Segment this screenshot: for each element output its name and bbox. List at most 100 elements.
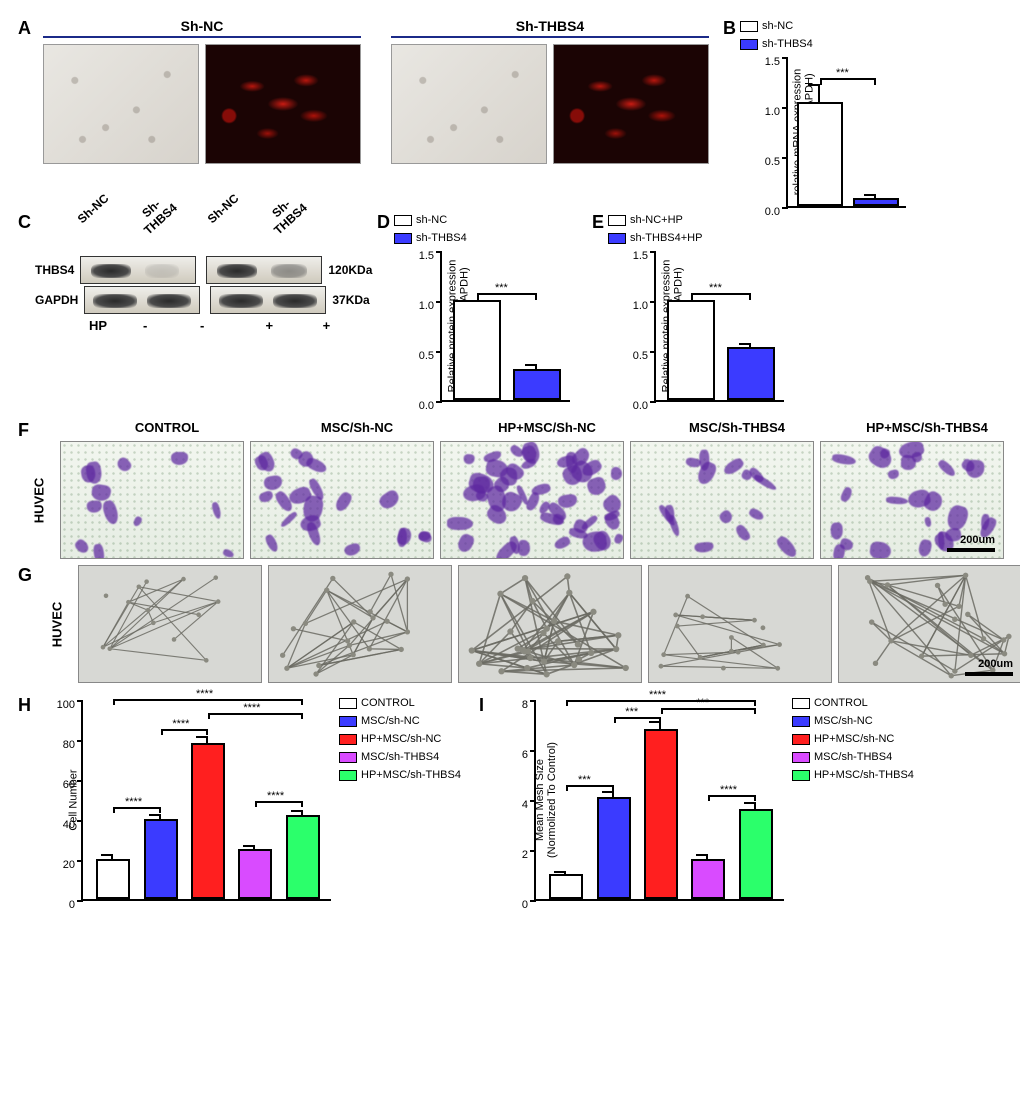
bar xyxy=(191,743,225,899)
panel-letter-I: I xyxy=(479,695,484,901)
significance-label: **** xyxy=(649,689,666,701)
western-blot xyxy=(206,256,322,284)
western-blot xyxy=(210,286,326,314)
panelA-group-0: Sh-NC xyxy=(43,18,361,164)
bar xyxy=(797,102,843,206)
bar xyxy=(96,859,130,899)
panel-letter-C: C xyxy=(18,212,31,333)
legend-item: CONTROL xyxy=(339,695,461,711)
legend-item: sh-THBS4 xyxy=(394,230,570,246)
panel-B: sh-NCsh-THBS40.00.51.01.5relative mRNA e… xyxy=(740,18,906,208)
panel-letter-H: H xyxy=(18,695,31,901)
significance-label: *** xyxy=(578,774,591,786)
panel-G-sidelabel: HUVEC xyxy=(50,601,65,647)
fluorescence-image xyxy=(205,44,361,164)
column-label: HP+MSC/Sh-THBS4 xyxy=(835,420,1019,437)
ytick-label: 0.5 xyxy=(419,350,442,362)
bar xyxy=(513,369,561,400)
panel-letter-G: G xyxy=(18,565,32,683)
significance-label: *** xyxy=(709,282,722,294)
legend-item: MSC/sh-NC xyxy=(792,713,914,729)
significance-label: *** xyxy=(625,706,638,718)
ytick-label: 100 xyxy=(57,699,83,711)
hp-value: - xyxy=(174,318,231,333)
significance-label: **** xyxy=(196,688,213,700)
legend-item: HP+MSC/sh-THBS4 xyxy=(792,767,914,783)
migration-image: 200um xyxy=(820,441,1004,559)
tube-formation-image xyxy=(458,565,642,683)
panel-letter-A: A xyxy=(18,18,31,180)
legend-item: HP+MSC/sh-NC xyxy=(792,731,914,747)
ytick-label: 0.0 xyxy=(765,206,788,218)
legend-item: sh-THBS4 xyxy=(740,36,906,52)
panel-I: 02468Mean Mesh Size(Normolized To Contro… xyxy=(488,695,914,901)
panel-D: sh-NCsh-THBS40.00.51.01.5Relative protei… xyxy=(394,212,570,402)
legend-item: sh-NC xyxy=(740,18,906,34)
legend-item: sh-THBS4+HP xyxy=(608,230,784,246)
panelA-group-label: Sh-NC xyxy=(181,18,224,34)
chart-legend: sh-NC sh-THBS4 xyxy=(394,212,570,246)
y-axis-label: Cell Number xyxy=(68,769,80,830)
western-blot xyxy=(80,256,196,284)
panel-letter-D: D xyxy=(377,212,390,402)
ytick-label: 8 xyxy=(522,699,536,711)
panel-A: Sh-NCSh-THBS4 xyxy=(35,18,709,164)
legend-item: MSC/sh-NC xyxy=(339,713,461,729)
brightfield-image xyxy=(391,44,547,164)
bar xyxy=(691,859,725,899)
ytick-label: 1.5 xyxy=(765,56,788,68)
wb-protein-name: GAPDH xyxy=(35,293,84,307)
chart-legend: sh-NC+HP sh-THBS4+HP xyxy=(608,212,784,246)
legend-item: MSC/sh-THBS4 xyxy=(792,749,914,765)
ytick-label: 1.5 xyxy=(633,250,656,262)
ytick-label: 0 xyxy=(522,899,536,911)
hp-value: + xyxy=(298,318,355,333)
tube-formation-image: 200um xyxy=(838,565,1020,683)
chart-legend: sh-NC sh-THBS4 xyxy=(740,18,906,52)
fluorescence-image xyxy=(553,44,709,164)
bar xyxy=(286,815,320,899)
hp-value: - xyxy=(117,318,174,333)
bar xyxy=(727,347,775,400)
ytick-label: 1.0 xyxy=(633,300,656,312)
migration-image xyxy=(630,441,814,559)
ytick-label: 0 xyxy=(69,899,83,911)
tube-formation-image xyxy=(648,565,832,683)
bar xyxy=(238,849,272,899)
panel-letter-F: F xyxy=(18,420,29,441)
ytick-label: 80 xyxy=(63,739,83,751)
ytick-label: 0.5 xyxy=(633,350,656,362)
tube-formation-image xyxy=(78,565,262,683)
bar xyxy=(853,198,899,206)
legend-item: HP+MSC/sh-THBS4 xyxy=(339,767,461,783)
ytick-label: 1.0 xyxy=(765,106,788,118)
significance-label: *** xyxy=(836,67,849,79)
migration-image xyxy=(60,441,244,559)
panel-E: sh-NC+HPsh-THBS4+HP0.00.51.01.5Relative … xyxy=(608,212,784,402)
bar xyxy=(739,809,773,899)
tube-formation-image xyxy=(268,565,452,683)
bar xyxy=(644,729,678,899)
ytick-label: 0.5 xyxy=(765,156,788,168)
legend-item: CONTROL xyxy=(792,695,914,711)
hp-label: HP xyxy=(89,318,117,333)
hp-value: + xyxy=(241,318,298,333)
western-blot xyxy=(84,286,200,314)
ytick-label: 1.0 xyxy=(419,300,442,312)
significance-label: **** xyxy=(720,784,737,796)
panel-H: 020406080100Cell Number*****************… xyxy=(35,695,461,901)
migration-image xyxy=(250,441,434,559)
scalebar-label: 200um xyxy=(960,534,995,546)
scalebar-label: 200um xyxy=(978,658,1013,670)
legend-item: sh-NC xyxy=(394,212,570,228)
bar xyxy=(549,874,583,899)
bar xyxy=(453,300,501,400)
wb-protein-name: THBS4 xyxy=(35,263,80,277)
legend-item: sh-NC+HP xyxy=(608,212,784,228)
legend-item: HP+MSC/sh-NC xyxy=(339,731,461,747)
brightfield-image xyxy=(43,44,199,164)
significance-label: **** xyxy=(267,790,284,802)
chart-legend: CONTROL MSC/sh-NC HP+MSC/sh-NC MSC/sh-THBS4… xyxy=(792,695,914,783)
column-label: MSC/Sh-THBS4 xyxy=(645,420,829,437)
chart-legend: CONTROLMSC/sh-NCHP+MSC/sh-NCMSC/sh-THBS4… xyxy=(339,695,461,783)
